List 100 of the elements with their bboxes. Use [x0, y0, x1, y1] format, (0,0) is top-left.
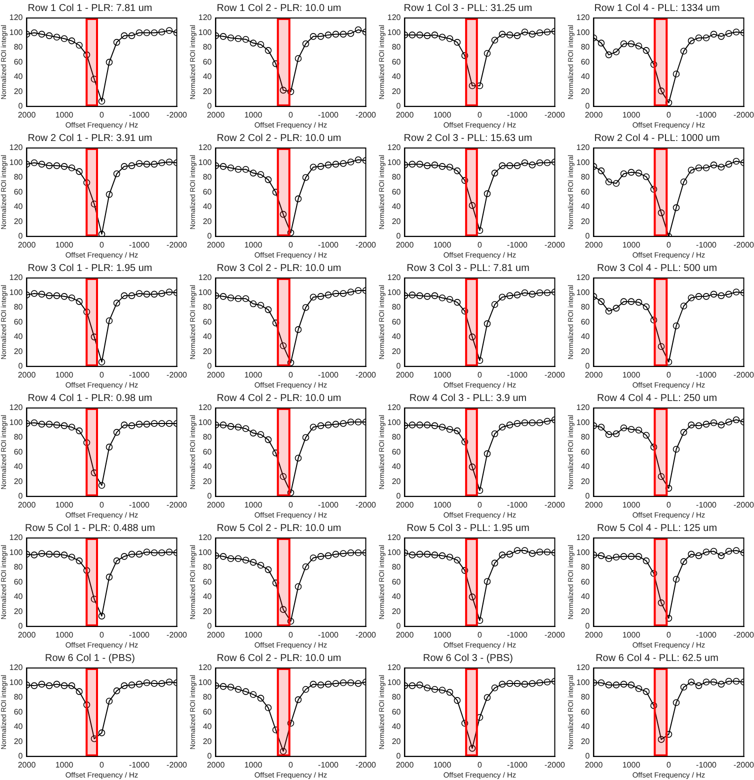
point	[710, 162, 718, 168]
point	[446, 554, 454, 561]
y-tick-label: 80	[202, 172, 212, 182]
x-tick-label: -2000	[734, 240, 754, 250]
y-tick-label: 0	[585, 102, 590, 111]
x-tick-label: 1000	[433, 240, 452, 250]
x-tick-label: 1000	[622, 240, 641, 250]
point	[287, 229, 294, 236]
y-tick-label: 100	[576, 418, 590, 427]
y-tick-label: 120	[198, 663, 212, 672]
x-tick-label: 0	[478, 370, 483, 380]
point	[506, 680, 514, 687]
point	[83, 179, 90, 186]
point	[310, 680, 317, 688]
point	[424, 422, 431, 428]
y-tick-label: 40	[202, 202, 212, 212]
y-tick-label: 100	[387, 158, 402, 167]
x-tick-label: -1000	[507, 370, 528, 380]
y-tick-label: 20	[14, 476, 24, 486]
y-tick-label: 40	[202, 332, 212, 342]
x-tick-label: -2000	[356, 240, 377, 250]
x-tick-label: -2000	[356, 110, 377, 120]
y-tick-label: 40	[14, 202, 24, 212]
point	[30, 290, 38, 297]
point	[46, 162, 53, 170]
y-tick-label: 40	[580, 332, 590, 342]
y-tick-label: 0	[18, 492, 24, 501]
point	[598, 424, 605, 431]
x-tick-label: 0	[100, 630, 105, 640]
x-tick-label: 0	[666, 370, 672, 380]
point	[280, 210, 287, 218]
y-tick-label: 80	[580, 692, 590, 702]
x-tick-label: -2000	[166, 370, 188, 380]
point	[725, 678, 732, 685]
y-tick-label: 100	[576, 28, 590, 37]
y-tick-label: 120	[9, 273, 24, 282]
point	[544, 418, 551, 425]
x-tick-label: -1000	[318, 760, 340, 770]
point	[150, 29, 158, 36]
x-tick-label: 2000	[206, 630, 226, 640]
point	[120, 682, 128, 690]
point	[484, 50, 491, 57]
y-tick-label: 80	[580, 42, 590, 52]
y-tick-label: 60	[580, 57, 590, 66]
point	[257, 562, 264, 569]
point	[106, 191, 113, 198]
point	[491, 684, 498, 692]
y-tick-label: 20	[202, 346, 212, 356]
y-tick-label: 40	[14, 72, 24, 82]
y-tick-label: 60	[202, 447, 212, 456]
point	[431, 686, 438, 693]
y-tick-label: 80	[202, 42, 212, 52]
point	[136, 420, 143, 428]
y-tick-label: 20	[14, 86, 24, 96]
y-tick-label: 60	[14, 447, 24, 456]
point	[536, 679, 544, 686]
y-tick-label: 60	[14, 57, 24, 66]
y-tick-label: 0	[18, 102, 24, 111]
y-tick-label: 40	[14, 722, 24, 732]
point	[536, 159, 544, 166]
point	[340, 30, 347, 38]
x-tick-label: 1000	[55, 110, 74, 120]
point	[250, 170, 257, 176]
y-tick-label: 60	[202, 187, 212, 196]
point	[424, 162, 431, 170]
point	[220, 553, 227, 560]
point	[332, 680, 340, 687]
point	[354, 287, 362, 294]
y-tick-label: 100	[9, 678, 24, 687]
chart-title: Row 1 Col 2 - PLR: 10.0 um	[216, 2, 342, 14]
point	[234, 424, 242, 431]
point	[128, 32, 136, 40]
y-tick-label: 20	[392, 346, 402, 356]
point	[227, 294, 234, 302]
point	[468, 334, 476, 340]
point	[106, 317, 113, 324]
point	[287, 618, 294, 625]
point	[220, 293, 227, 300]
point	[264, 47, 272, 54]
point	[416, 32, 424, 38]
point	[76, 688, 83, 695]
point	[431, 552, 438, 558]
y-tick-label: 40	[14, 332, 24, 342]
point	[446, 296, 454, 303]
point	[658, 209, 665, 216]
y-tick-label: 60	[580, 577, 590, 586]
point	[605, 51, 612, 58]
x-tick-label: -1000	[696, 630, 718, 640]
point	[106, 58, 113, 66]
point	[46, 32, 53, 40]
y-tick-label: 120	[9, 143, 24, 152]
x-tick-label: -2000	[544, 240, 566, 250]
x-tick-label: 2000	[18, 630, 36, 640]
chart-title: Row 5 Col 2 - PLR: 10.0 um	[216, 522, 342, 534]
point	[680, 684, 688, 691]
x-tick-label: -1000	[696, 240, 718, 250]
point	[143, 290, 150, 298]
x-tick-label: -1000	[129, 370, 150, 380]
y-tick-label: 20	[392, 216, 402, 226]
point	[68, 37, 76, 44]
